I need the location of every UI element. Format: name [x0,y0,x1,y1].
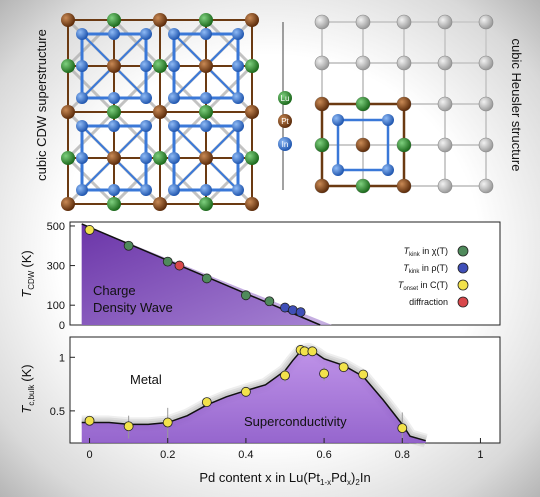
cdw-legend-marker [457,262,469,274]
sc-point [319,368,329,379]
sc-point [358,369,369,380]
right-structure-label: cubic Heusler structure [509,39,524,172]
in-atom-icon [278,137,292,151]
cdw-point-kink_chi [241,290,251,301]
x-tick-label: 0.6 [316,449,331,461]
cdw-y-tick-label: 500 [47,221,65,233]
cdw-legend-label: Tonset in C(T) [398,280,448,292]
sc-region-shade [81,349,426,443]
sc-y-label-main: T [19,405,34,414]
heusler-structure-illustration [314,14,494,194]
sc-y-tick-label: 1 [59,352,65,364]
cdw-y-label-sub: CDW [27,270,36,290]
cdw-y-tick-label: 0 [59,320,65,332]
x-tick-label: 0.4 [238,449,253,461]
lu-legend-label: Lu [281,94,290,103]
cdw-legend-marker [457,279,469,291]
x-tick-label: 0.8 [395,449,410,461]
x-tick-label: 0 [86,449,92,461]
cdw-y-label-main: T [19,289,34,298]
sc-y-label: Tc,bulk (K) [19,364,36,413]
sc-point [201,397,212,408]
cdw-legend-label: diffraction [409,297,448,307]
cdw-point-kink_chi [162,256,173,267]
superconductivity-label: Superconductivity [244,414,347,429]
cdw-panel: 0 100 300 500 Charge Density Wave TCDW (K) T… [19,221,501,332]
cdw-legend-label: Tkink in χ(T) [404,246,448,258]
cdw-y-label: TCDW (K) [19,250,36,297]
sc-region [81,342,428,448]
x-axis-label: Pd content x in Lu(Pt1-xPdx)2In [199,470,370,487]
pt-atom-icon [278,114,292,128]
sc-point [397,423,408,434]
cdw-legend-label: Tkink in ρ(T) [403,263,448,275]
sc-y-axis: 0.51 [50,352,75,418]
sc-point [280,370,290,381]
x-tick-label: 0.2 [160,449,175,461]
sc-point [123,421,134,432]
cdw-region-label-1: Charge [93,283,136,298]
cdw-point-diffraction [174,260,185,271]
cdw-point-kink_chi [123,240,134,251]
cdw-legend-marker [457,296,469,308]
left-structure-label: cubic CDW superstructure [34,29,49,181]
sc-y-tick-label: 0.5 [50,406,65,418]
cdw-point-kink_chi [201,273,212,284]
cdw-y-tick-label: 100 [47,300,65,312]
sc-boundary-line [81,349,426,442]
cdw-point-kink_chi [264,296,275,307]
cdw-point-kink_rho [295,307,306,318]
pt-legend-label: Pt [281,117,289,126]
svg-text:TCDW(K): TCDW (K) [19,250,36,297]
cdw-y-axis: 0 100 300 500 [47,221,75,332]
lu-atom-icon [278,91,292,105]
sc-point [241,386,251,397]
in-legend-label: In [282,140,289,149]
sc-y-label-unit: (K) [19,364,34,381]
cdw-region-label-2: Density Wave [93,300,173,315]
sc-panel: 0.51 0 0.2 0.4 0.6 0.8 1 Metal Superconductiv… [19,336,501,487]
sc-point [307,346,318,357]
sc-y-label-sub: c,bulk [27,384,36,406]
svg-text:Tc,bulk(K): Tc,bulk (K) [19,364,36,413]
cdw-data-points [84,225,306,318]
atom-legend: Lu Pt In [278,91,292,151]
cdw-legend-marker [457,245,469,257]
x-axis: 0 0.2 0.4 0.6 0.8 1 [86,438,484,461]
metal-label: Metal [130,372,162,387]
sc-point [84,415,95,426]
x-tick-label: 1 [477,449,483,461]
sc-point [338,362,349,373]
cdw-y-tick-label: 300 [47,261,65,273]
cdw-superstructure-illustration [61,13,259,211]
sc-data-points [84,345,408,443]
cdw-legend: Tkink in χ(T) Tkink in ρ(T) Tonset in C(T)… [398,245,469,308]
sc-point [162,417,173,428]
cdw-y-label-unit: (K) [19,250,34,267]
cdw-point-onset_c [84,225,95,235]
